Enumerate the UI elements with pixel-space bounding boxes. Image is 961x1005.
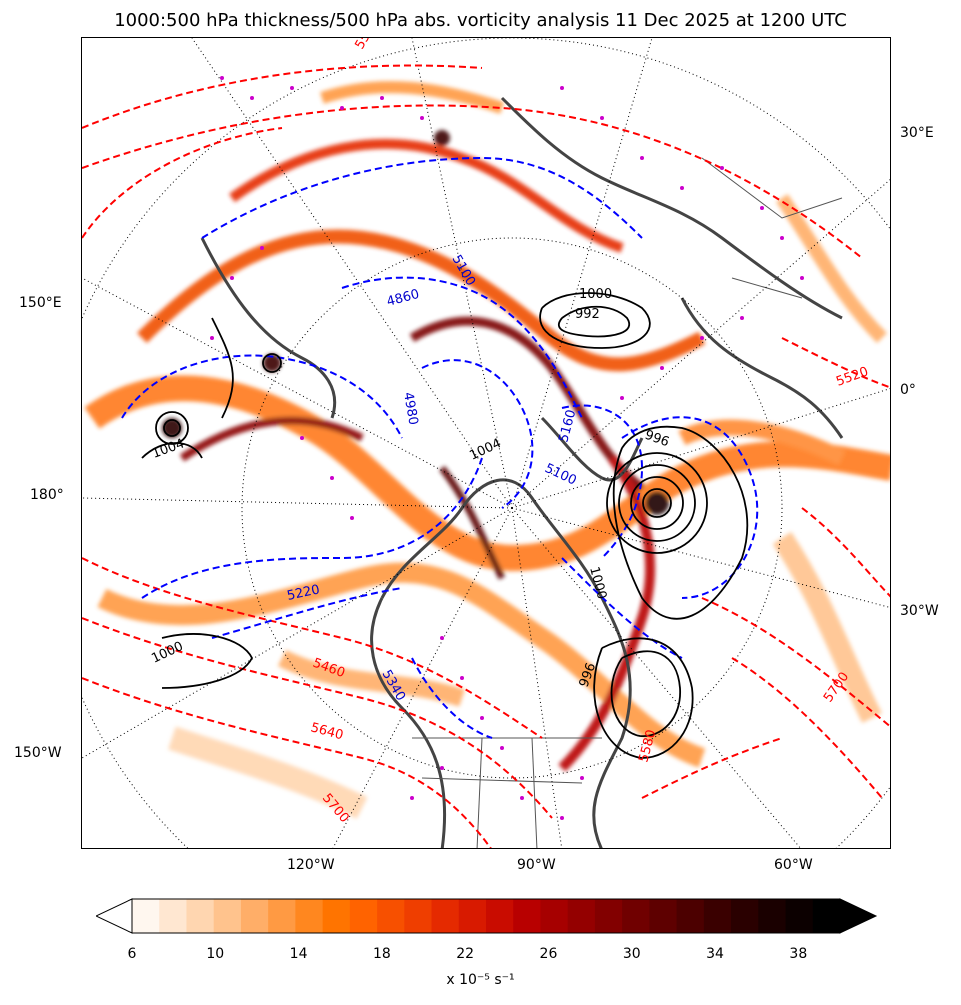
colorbar-cell — [785, 899, 814, 933]
colorbar-cell — [513, 899, 541, 933]
map-area: 5520 5700 5460 5640 5700 5580 5520 4860 … — [81, 37, 891, 849]
colorbar-cell — [594, 899, 623, 933]
colorbar-cell — [649, 899, 678, 933]
colorbar-cell — [295, 899, 324, 933]
colorbar-cell — [213, 899, 242, 933]
colorbar-cell — [758, 899, 787, 933]
colorbar-tick-label: 6 — [127, 946, 137, 962]
lon-label-120w: 120°W — [287, 857, 335, 873]
lon-label-150w: 150°W — [14, 745, 62, 761]
colorbar-cell — [486, 899, 514, 933]
colorbar-tick-label: 10 — [206, 946, 225, 962]
thickness-contours-blue — [121, 156, 759, 739]
coastlines — [200, 96, 844, 848]
colorbar-cell — [458, 899, 487, 933]
colorbar-tick-label: 22 — [456, 946, 475, 962]
colorbar-cell — [567, 899, 596, 933]
colorbar-tick-label: 18 — [372, 946, 391, 962]
colorbar-cell — [431, 899, 460, 933]
colorbar-cell — [186, 899, 215, 933]
colorbar-cell — [240, 899, 269, 933]
colorbar-cell — [132, 899, 160, 933]
lon-label-30w: 30°W — [900, 603, 939, 619]
lon-label-60w: 60°W — [774, 857, 813, 873]
colorbar-cell — [676, 899, 705, 933]
map-canvas: 5520 5700 5460 5640 5700 5580 5520 4860 … — [82, 38, 890, 848]
colorbar-cells — [132, 899, 841, 933]
colorbar-cell — [159, 899, 187, 933]
lon-label-30e: 30°E — [900, 125, 934, 141]
colorbar-unit: x 10⁻⁵ s⁻¹ — [446, 972, 515, 988]
colorbar-tick-label: 38 — [789, 946, 808, 962]
colorbar-high-arrow — [839, 898, 878, 934]
colorbar-tick-label: 34 — [706, 946, 724, 962]
colorbar-tick-label: 26 — [539, 946, 558, 962]
colorbar-tick-label: 30 — [622, 946, 641, 962]
pressure-contours — [141, 292, 749, 759]
black-label-992: 992 — [575, 307, 600, 322]
lon-label-90w: 90°W — [517, 857, 556, 873]
graticule — [82, 38, 890, 848]
chart-title: 1000:500 hPa thickness/500 hPa abs. vort… — [114, 10, 847, 31]
colorbar-cell — [349, 899, 378, 933]
colorbar-cell — [622, 899, 650, 933]
blue-label-4980: 4980 — [400, 391, 421, 426]
colorbar-cell — [322, 899, 351, 933]
lon-label-180: 180° — [30, 487, 64, 503]
blue-label-5220: 5220 — [286, 582, 321, 604]
colorbar-cell — [731, 899, 759, 933]
colorbar-tick-label: 14 — [289, 946, 308, 962]
colorbar-cell — [377, 899, 405, 933]
colorbar-cell — [540, 899, 569, 933]
colorbar-cell — [268, 899, 296, 933]
colorbar-cell — [812, 899, 841, 933]
station-markers — [210, 76, 804, 820]
colorbar — [96, 898, 878, 934]
colorbar-low-arrow — [96, 898, 133, 934]
vorticity-field — [84, 81, 890, 819]
thickness-contours-red — [82, 64, 890, 848]
lon-label-150e: 150°E — [19, 295, 62, 311]
colorbar-cell — [404, 899, 433, 933]
colorbar-cell — [703, 899, 732, 933]
lon-label-0: 0° — [900, 382, 916, 398]
black-label-1000a: 1000 — [579, 287, 612, 302]
